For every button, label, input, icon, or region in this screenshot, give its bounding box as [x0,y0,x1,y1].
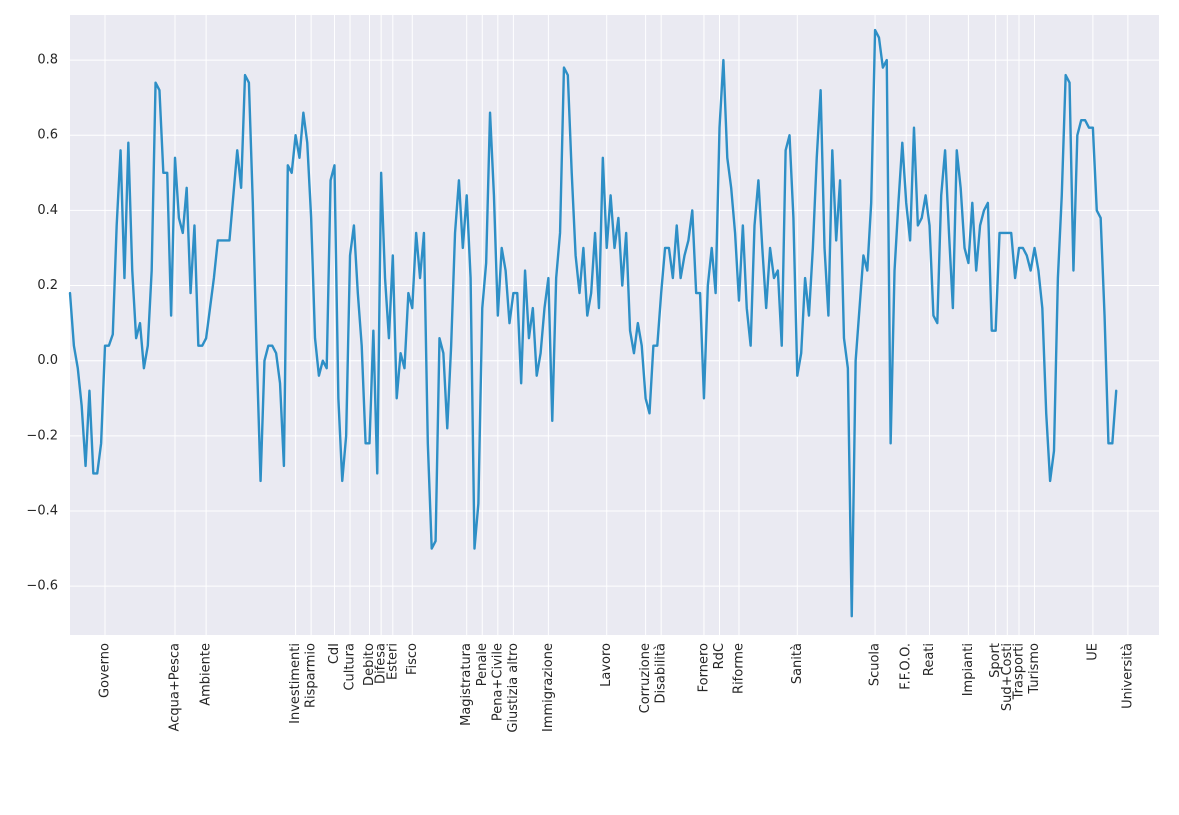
x-tick-label: Lavoro [599,643,614,687]
x-tick-label: Giustizia altro [506,643,521,733]
x-tick-label: Investimenti [288,643,303,724]
x-tick-label: Pena+Civile [490,643,505,721]
y-tick-label: 0.4 [37,203,58,218]
x-tick-label: Acqua+Pesca [168,643,183,731]
x-tick-label: Scuola [868,643,883,686]
y-tick-label: −0.2 [26,428,58,443]
y-tick-label: −0.4 [26,504,58,519]
x-tick-label: Corruzione [638,643,653,713]
y-tick-label: 0.2 [37,278,58,293]
x-tick-label: Cultura [343,643,358,691]
x-tick-label: Fornero [696,643,711,692]
x-tick-label: Esteri [385,643,400,680]
y-tick-label: 0.6 [37,128,58,143]
x-tick-label: Ambiente [199,643,214,706]
x-tick-label: Impianti [961,643,976,696]
x-tick-label: F.F.O.O. [899,643,914,690]
x-tick-label: Magistratura [459,643,474,726]
x-tick-label: Penale [475,643,490,686]
y-tick-label: 0.8 [37,53,58,68]
x-tick-label: Fisco [405,643,420,675]
x-tick-label: Riforme [731,643,746,694]
x-tick-label: Sanità [790,643,805,684]
y-tick-label: 0.0 [37,353,58,368]
x-tick-label: UE [1085,643,1100,661]
y-tick-label: −0.6 [26,579,58,594]
x-tick-label: Reati [922,643,937,676]
x-tick-label: Trasporti [1011,643,1026,700]
x-tick-label: Turismo [1027,643,1042,695]
x-tick-label: Governo [98,643,113,698]
x-tick-label: RdC [712,643,727,669]
x-tick-label: Risparmio [304,643,319,708]
x-tick-label: Disabilità [654,643,669,704]
x-tick-label: Immigrazione [541,643,556,732]
line-chart: −0.6 −0.4 −0.2 0.0 0.2 0.4 0.6 0.8 Governo Acqua+… [0,0,1179,815]
x-tick-label: Università [1120,643,1135,709]
x-tick-label: CdI [327,643,342,664]
